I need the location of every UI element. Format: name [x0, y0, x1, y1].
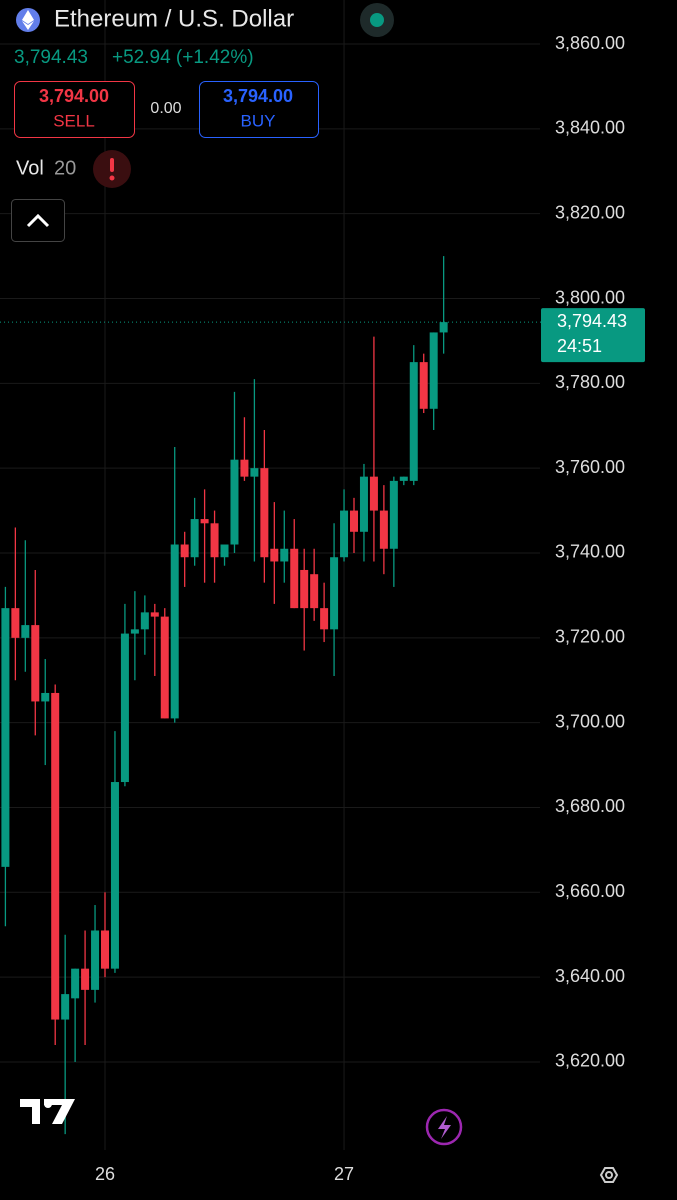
candle-body [11, 608, 20, 638]
indicator-name: Vol [16, 157, 44, 179]
plot: 3,620.00 3,640.00 3,660.00 3,680.00 3,700.00… [0, 0, 645, 1184]
candle-body [389, 480, 398, 549]
candle-body [81, 968, 90, 990]
indicator-length: 20 [54, 157, 76, 179]
candle-body [240, 459, 249, 477]
candle-body [320, 608, 329, 630]
warning-bar [110, 158, 114, 172]
x-tick-label: 27 [334, 1164, 354, 1184]
y-tick-label: 3,800.00 [555, 287, 625, 307]
logo [20, 1099, 75, 1124]
y-tick-label: 3,700.00 [555, 711, 625, 731]
y-tick-label: 3,640.00 [555, 966, 625, 986]
candle-body [170, 544, 179, 719]
candle-body [31, 625, 40, 702]
candle-body [220, 544, 229, 558]
candle-body [230, 459, 239, 545]
candle-body [61, 994, 70, 1020]
sell-price: 3,794.00 [39, 86, 109, 106]
lightning [438, 1116, 451, 1139]
candle-body [1, 608, 10, 867]
chevron [26, 213, 50, 228]
sell-button[interactable] [14, 81, 135, 138]
candle-body [101, 930, 109, 969]
logo-dot [44, 1100, 52, 1108]
eth-glyph [22, 10, 34, 30]
sell-label: SELL [53, 111, 95, 130]
last-price-box [541, 308, 645, 363]
candle-body [310, 574, 319, 609]
collapse-button[interactable] [11, 199, 65, 242]
candle-body [190, 519, 199, 558]
candle-body [150, 612, 159, 617]
x-tick-label: 26 [95, 1164, 115, 1184]
candle-body [359, 476, 368, 532]
candle-body [180, 544, 189, 558]
candle-body [130, 629, 139, 634]
candle-body [270, 548, 279, 562]
buy-label: BUY [241, 111, 276, 130]
change: +52.94 (+1.42%) [112, 47, 254, 68]
candle-body [21, 625, 30, 638]
candle-body [280, 548, 289, 562]
price: 3,794.43 [14, 47, 88, 68]
candle-body [429, 332, 438, 409]
candle-body [110, 782, 119, 969]
candle-body [210, 523, 219, 558]
title: Ethereum / U.S. Dollar [54, 5, 294, 32]
y-tick-label: 3,780.00 [555, 372, 625, 392]
candle-body [369, 476, 378, 511]
last-price-label: 3,794.43 [557, 311, 627, 331]
candle-body [350, 510, 358, 532]
candle-body [71, 968, 80, 999]
candle-body [300, 569, 309, 609]
candle-body [419, 362, 428, 409]
y-tick-label: 3,660.00 [555, 881, 625, 901]
y-tick-label: 3,820.00 [555, 202, 625, 222]
y-tick-label: 3,860.00 [555, 33, 625, 53]
buy-price: 3,794.00 [223, 86, 293, 106]
candle-body [399, 476, 408, 481]
candle-body [41, 692, 50, 702]
candle-body [120, 633, 129, 783]
candle-body [439, 322, 448, 333]
y-tick-label: 3,760.00 [555, 457, 625, 477]
y-tick-label: 3,680.00 [555, 796, 625, 816]
y-tick-label: 3,720.00 [555, 627, 625, 647]
countdown: 24:51 [557, 336, 602, 356]
status-dot [370, 13, 384, 27]
candle-body [200, 519, 209, 524]
warning-dot [109, 175, 115, 181]
buy-button[interactable] [199, 81, 319, 138]
y-tick-label: 3,620.00 [555, 1051, 625, 1071]
settings-button[interactable] [599, 1167, 619, 1183]
settings-hub [605, 1171, 613, 1179]
candle-body [260, 468, 269, 558]
y-tick-label: 3,740.00 [555, 542, 625, 562]
spread: 0.00 [150, 100, 181, 117]
candle-body [379, 510, 388, 549]
candle-body [140, 612, 149, 630]
candle-body [51, 692, 60, 1020]
candle-body [290, 548, 299, 609]
candle-body [160, 616, 169, 719]
candle-body [340, 510, 349, 558]
lightning-button[interactable] [425, 1108, 463, 1146]
candle-body [250, 468, 259, 477]
candle-body [91, 930, 100, 990]
y-tick-label: 3,840.00 [555, 118, 625, 138]
candle-body [330, 557, 339, 630]
candle-body [409, 362, 418, 481]
